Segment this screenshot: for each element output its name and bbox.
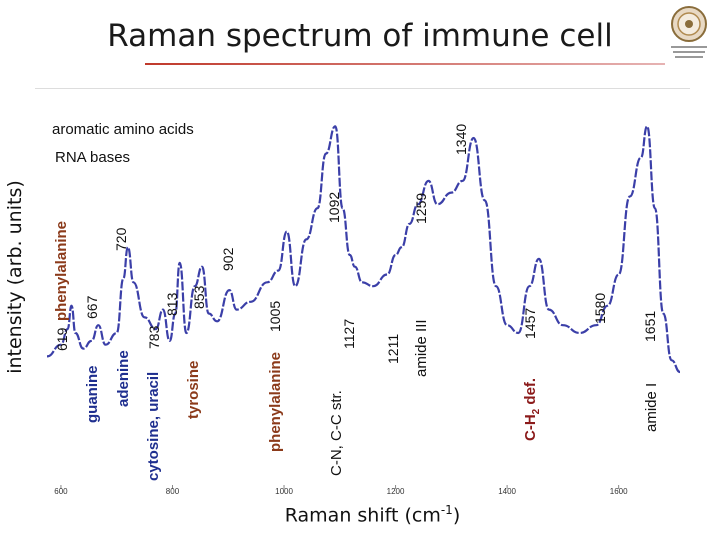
x-tick-label: 1000	[275, 487, 293, 496]
x-tick-label: 1600	[610, 487, 628, 496]
title-underline	[145, 63, 665, 65]
assignment-guanine: guanine	[84, 365, 101, 423]
assignment-ch2-deformation: C-H2 def.	[522, 377, 542, 441]
assignment-amide-iii: amide III	[413, 319, 430, 377]
peak-label: 1127	[341, 318, 357, 349]
peak-label: 1651	[642, 310, 658, 342]
peak-label: 720	[113, 227, 129, 251]
x-axis-label: Raman shift (cm-1)	[284, 503, 461, 527]
peak-label: 1580	[592, 292, 608, 324]
spectrum-series-line	[46, 125, 681, 374]
x-tick-label: 800	[166, 487, 180, 496]
university-seal-icon	[671, 6, 707, 58]
aromatic-legend-text: aromatic amino acids	[52, 121, 194, 138]
peak-label: 783	[146, 325, 162, 349]
assignment-adenine: adenine	[115, 350, 132, 407]
assignment-tyrosine: tyrosine	[185, 360, 202, 419]
peak-label: 667	[84, 295, 100, 319]
assignment-cn-cc-stretch: C-N, C-C str.	[328, 390, 345, 476]
peak-label: 1259	[413, 192, 429, 224]
assignment-amide-i: amide I	[643, 382, 660, 432]
peak-label: 1340	[453, 123, 469, 155]
peak-label: 902	[220, 247, 236, 271]
peak-label: 853	[191, 285, 207, 309]
assignment-phenylalanine-1: phenylalanine	[53, 220, 70, 321]
peak-label: 1092	[326, 191, 342, 223]
peak-label: 1005	[267, 300, 283, 332]
x-tick-label: 1400	[498, 487, 516, 496]
plot-area: 600 800 1000 1200 1400 1600 aromatic amino ac…	[35, 88, 690, 496]
y-axis-label: intensity (arb. units)	[4, 180, 26, 374]
peak-label: 813	[164, 292, 180, 316]
peak-label: 1457	[522, 307, 538, 339]
peak-label: 1211	[385, 333, 401, 364]
assignment-cytosine-uracil: cytosine, uracil	[145, 371, 162, 481]
rna-legend-text: RNA bases	[55, 149, 131, 166]
peak-label: 619	[54, 327, 70, 351]
raman-spectrum-chart: 600 800 1000 1200 1400 1600	[46, 125, 681, 496]
assignment-phenylalanine-2: phenylalanine	[267, 351, 284, 452]
page-title: Raman spectrum of immune cell	[107, 18, 613, 54]
x-tick-label: 1200	[387, 487, 405, 496]
x-tick-label: 600	[54, 487, 68, 496]
